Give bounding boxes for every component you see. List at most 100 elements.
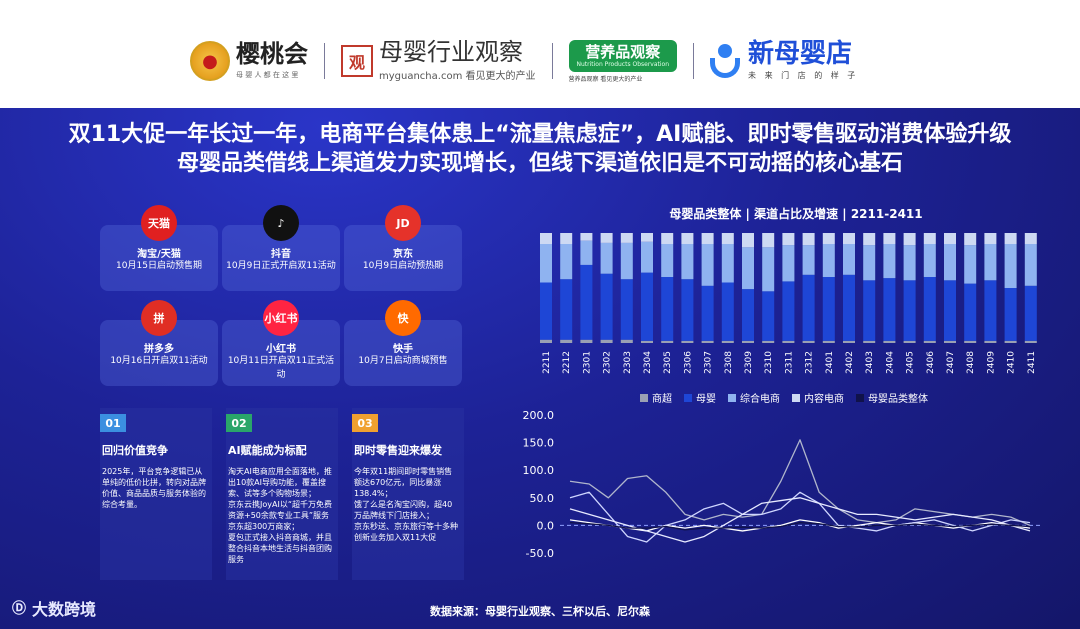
bar-商超-2304 xyxy=(641,340,653,343)
bar-综合电商-2307 xyxy=(701,244,714,286)
cherry-brand: ● 樱桃会 母 婴 人 都 在 这 里 xyxy=(190,41,308,82)
platform-card: 天猫 淘宝/天猫 10月15日启动预售期 xyxy=(100,205,218,291)
divider xyxy=(693,43,695,80)
chart-legend: 商超 母婴 综合电商 内容电商 母婴品类整体 xyxy=(640,390,940,405)
bar-内容电商-2403 xyxy=(863,233,876,246)
bar-商超-2404 xyxy=(883,340,896,343)
bar-内容电商-2304 xyxy=(641,233,653,242)
bar-综合电商-2310 xyxy=(762,247,775,292)
legend-swatch xyxy=(684,393,692,402)
bar-chart-title: 母婴品类整体 | 渠道占比及增速 | 2211-2411 xyxy=(669,207,923,221)
bar-综合电商-2312 xyxy=(802,245,815,275)
trend-card: 01 回归价值竞争 2025年，平台竞争逻辑已从单纯的低价比拼，转向对品牌价值、商品… xyxy=(100,408,212,580)
bar-母婴-2310 xyxy=(762,291,775,341)
bar-内容电商-2404 xyxy=(883,233,896,244)
card-number: 02 xyxy=(226,414,252,432)
bar-母婴-2307 xyxy=(701,285,714,341)
legend-item: 商超 xyxy=(640,390,672,405)
legend-item: 内容电商 xyxy=(792,390,844,405)
x-tick-label: 2410 xyxy=(1007,351,1017,374)
bar-商超-2411 xyxy=(1024,340,1037,343)
bar-综合电商-2406 xyxy=(923,244,936,277)
bar-综合电商-2311 xyxy=(782,245,795,282)
bar-综合电商-2305 xyxy=(661,244,674,277)
trend-card: 03 即时零售迎来爆发 今年双11期间即时零售销售额达670亿元，同比暴涨138.4… xyxy=(352,408,464,580)
bar-母婴-2304 xyxy=(641,272,653,341)
bar-商超-2311 xyxy=(782,340,795,343)
bar-商超-2303 xyxy=(620,339,633,343)
footer-brand-name: 大数跨境 xyxy=(32,600,97,619)
card-number: 03 xyxy=(352,414,378,432)
bar-商超-2405 xyxy=(903,340,916,343)
bar-母婴-2406 xyxy=(923,277,936,341)
bar-内容电商-2409 xyxy=(984,233,997,244)
bar-母婴-2411 xyxy=(1024,285,1037,341)
bar-母婴-2311 xyxy=(782,281,795,341)
bar-综合电商-2403 xyxy=(863,245,876,281)
platform-desc: 10月11日开启双11正式活动 xyxy=(227,356,335,380)
legend-item: 母婴品类整体 xyxy=(856,390,928,405)
y-tick-label: 200.0 xyxy=(523,409,555,422)
brand-logos: ● 樱桃会 母 婴 人 都 在 这 里 观 母婴行业观察 myguancha.c… xyxy=(190,40,858,83)
bar-内容电商-2303 xyxy=(620,233,633,243)
card-title: 回归价值竞争 xyxy=(102,444,168,457)
bar-内容电商-2408 xyxy=(964,233,977,246)
bar-商超-2302 xyxy=(600,339,613,343)
jd-icon: JD xyxy=(385,205,421,241)
bar-母婴-2303 xyxy=(620,279,633,340)
bar-商超-2410 xyxy=(1004,340,1017,343)
bar-内容电商-2306 xyxy=(681,233,694,244)
legend-item: 母婴 xyxy=(684,390,716,405)
pinduoduo-icon: 拼 xyxy=(141,300,177,336)
bar-内容电商-2411 xyxy=(1024,233,1037,244)
bar-内容电商-2302 xyxy=(600,233,613,243)
bar-综合电商-2407 xyxy=(944,244,956,281)
platform-card: JD 京东 10月9日启动预热期 xyxy=(344,205,462,291)
legend-label: 母婴 xyxy=(696,394,716,405)
bar-商超-2406 xyxy=(923,340,936,343)
x-tick-label: 2411 xyxy=(1027,351,1037,374)
bar-综合电商-2402 xyxy=(843,244,855,275)
x-tick-label: 2406 xyxy=(926,351,936,374)
y-tick-label: -50.0 xyxy=(526,547,554,560)
bar-母婴-2401 xyxy=(822,277,835,341)
bar-商超-2402 xyxy=(843,340,855,343)
bar-母婴-2212 xyxy=(560,279,573,340)
legend-swatch xyxy=(856,393,864,402)
platform-desc: 10月9日启动预热期 xyxy=(362,261,444,271)
bar-内容电商-2301 xyxy=(580,233,593,241)
footer-brand: Ⓓ 大数跨境 xyxy=(12,596,96,620)
card-text: 2025年，平台竞争逻辑已从单纯的低价比拼，转向对品牌价值、商品品质与服务体验的… xyxy=(102,467,206,509)
bar-综合电商-2309 xyxy=(742,247,754,290)
xiaohongshu-icon: 小红书 xyxy=(263,300,299,336)
x-tick-label: 2308 xyxy=(724,351,734,374)
bar-内容电商-2310 xyxy=(762,233,775,248)
xin-name: 新母婴店 xyxy=(748,39,853,70)
bar-商超-2307 xyxy=(701,340,714,343)
tmall-icon: 天猫 xyxy=(141,205,177,241)
bar-商超-2308 xyxy=(721,340,734,343)
x-tick-label: 2404 xyxy=(885,351,895,374)
platform-desc: 10月16日开启双11活动 xyxy=(110,356,208,366)
xin-brand: 新母婴店 未 来 门 店 的 样 子 xyxy=(710,41,858,81)
legend-swatch xyxy=(728,393,736,402)
bar-内容电商-2309 xyxy=(742,233,754,248)
nutrition-logo-icon: 营养品观察 Nutrition Products Observation xyxy=(568,40,678,72)
bar-商超-2403 xyxy=(863,340,876,343)
y-tick-label: 150.0 xyxy=(523,437,555,450)
platform-name: 快手 xyxy=(393,344,413,355)
bar-综合电商-2405 xyxy=(903,245,916,281)
x-tick-label: 2301 xyxy=(582,351,592,374)
bar-综合电商-2308 xyxy=(721,244,734,283)
bar-内容电商-2406 xyxy=(923,233,936,244)
bar-商超-2408 xyxy=(964,340,977,343)
x-tick-label: 2409 xyxy=(986,351,996,374)
bar-母婴-2306 xyxy=(681,279,694,341)
bar-综合电商-2409 xyxy=(984,244,997,281)
bar-母婴-2312 xyxy=(802,274,815,341)
growth-line-chart: 200.0 150.0 100.0 50.0 0.0 -50.0 xyxy=(523,409,1040,560)
bar-综合电商-2411 xyxy=(1024,244,1037,286)
bar-商超-2211 xyxy=(540,339,552,343)
page-title-line2: 母婴品类借线上渠道发力实现增长，但线下渠道依旧是不可动摇的核心基石 xyxy=(176,151,903,176)
bar-母婴-2407 xyxy=(944,280,956,341)
